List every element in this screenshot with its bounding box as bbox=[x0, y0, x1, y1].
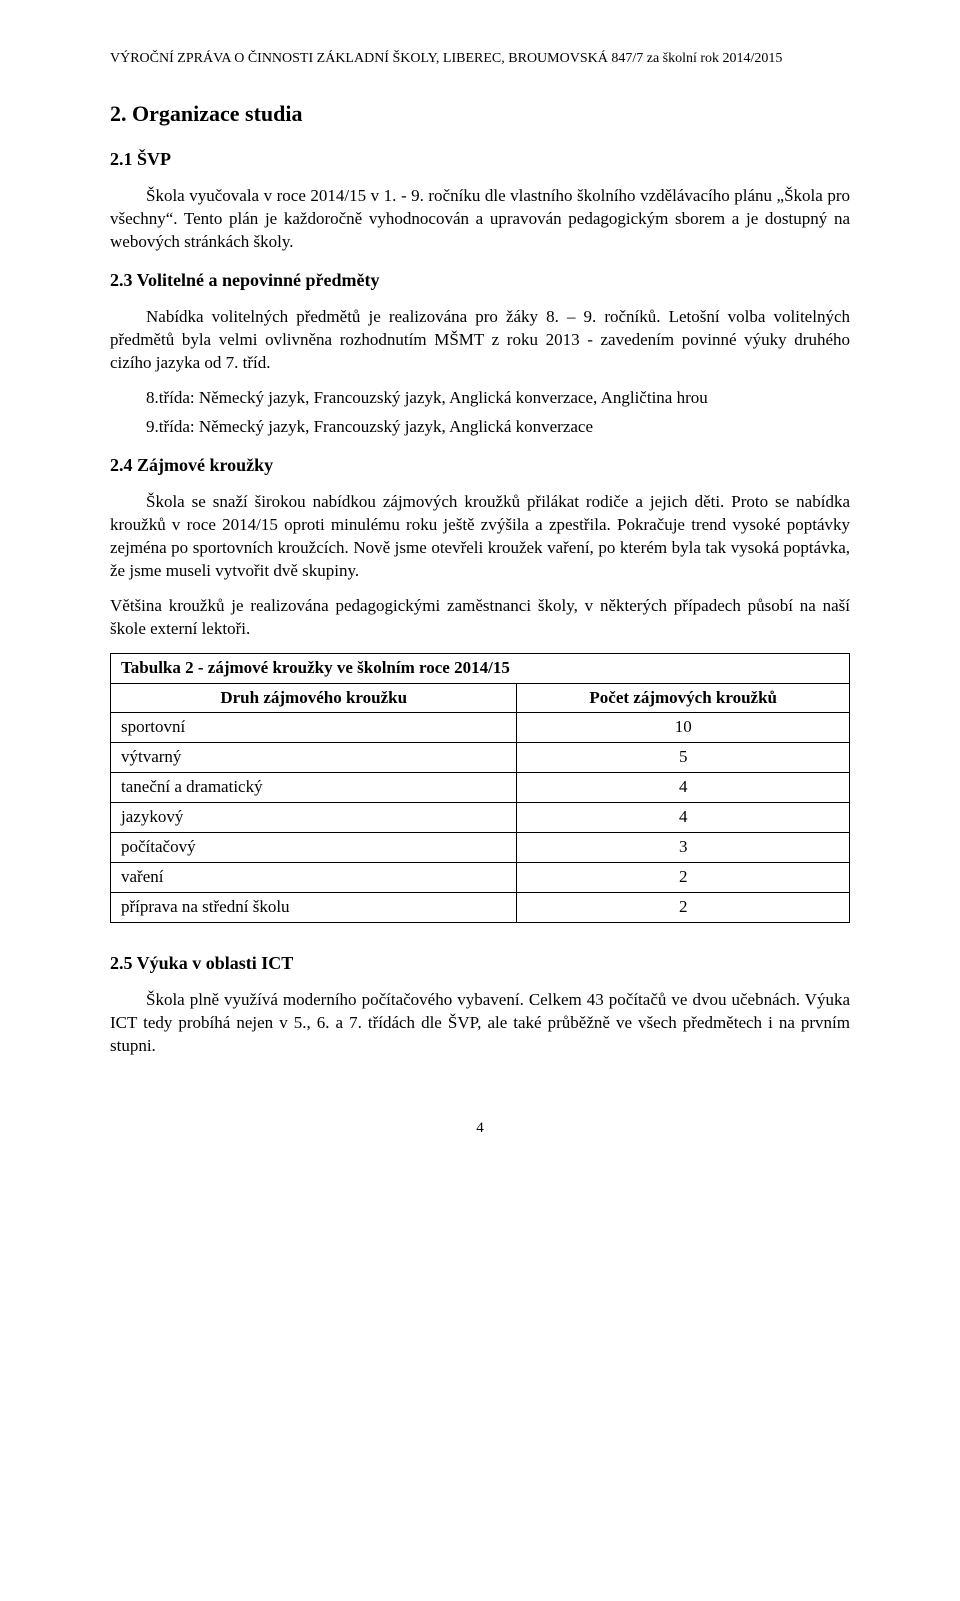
heading-section-2: 2. Organizace studia bbox=[110, 99, 850, 129]
heading-2-4: 2.4 Zájmové kroužky bbox=[110, 453, 850, 477]
heading-2-1: 2.1 ŠVP bbox=[110, 147, 850, 171]
para-2-5-1: Škola plně využívá moderního počítačovéh… bbox=[110, 989, 850, 1058]
heading-2-3: 2.3 Volitelné a nepovinné předměty bbox=[110, 268, 850, 292]
table-cell: počítačový bbox=[111, 833, 517, 863]
heading-2-5: 2.5 Výuka v oblasti ICT bbox=[110, 951, 850, 975]
table-cell: 5 bbox=[517, 743, 850, 773]
table-cell: 10 bbox=[517, 713, 850, 743]
para-2-4-2: Většina kroužků je realizována pedagogic… bbox=[110, 595, 850, 641]
table-2-krouzky: Tabulka 2 - zájmové kroužky ve školním r… bbox=[110, 653, 850, 923]
table-cell: jazykový bbox=[111, 803, 517, 833]
para-2-1-1: Škola vyučovala v roce 2014/15 v 1. - 9.… bbox=[110, 185, 850, 254]
table-row: výtvarný 5 bbox=[111, 743, 850, 773]
page-number: 4 bbox=[110, 1118, 850, 1138]
para-2-3-1: Nabídka volitelných předmětů je realizov… bbox=[110, 306, 850, 375]
table-2-caption: Tabulka 2 - zájmové kroužky ve školním r… bbox=[111, 653, 850, 683]
line-9-trida: 9.třída: Německý jazyk, Francouzský jazy… bbox=[110, 416, 850, 439]
document-page: VÝROČNÍ ZPRÁVA O ČINNOSTI ZÁKLADNÍ ŠKOLY… bbox=[0, 0, 960, 1198]
table-cell: 3 bbox=[517, 833, 850, 863]
table-row: vaření 2 bbox=[111, 863, 850, 893]
table-row: jazykový 4 bbox=[111, 803, 850, 833]
table-cell: taneční a dramatický bbox=[111, 773, 517, 803]
table-cell: příprava na střední školu bbox=[111, 893, 517, 923]
table-cell: 2 bbox=[517, 893, 850, 923]
table-cell: 4 bbox=[517, 773, 850, 803]
table-row: počítačový 3 bbox=[111, 833, 850, 863]
table-row: taneční a dramatický 4 bbox=[111, 773, 850, 803]
table-cell: 4 bbox=[517, 803, 850, 833]
running-header: VÝROČNÍ ZPRÁVA O ČINNOSTI ZÁKLADNÍ ŠKOLY… bbox=[110, 50, 850, 69]
table-row: sportovní 10 bbox=[111, 713, 850, 743]
table-2-col-1: Počet zájmových kroužků bbox=[517, 683, 850, 713]
table-cell: vaření bbox=[111, 863, 517, 893]
line-8-trida: 8.třída: Německý jazyk, Francouzský jazy… bbox=[110, 387, 850, 410]
table-cell: sportovní bbox=[111, 713, 517, 743]
table-row: příprava na střední školu 2 bbox=[111, 893, 850, 923]
table-cell: 2 bbox=[517, 863, 850, 893]
table-2-col-0: Druh zájmového kroužku bbox=[111, 683, 517, 713]
para-2-4-1: Škola se snaží širokou nabídkou zájmovýc… bbox=[110, 491, 850, 583]
table-cell: výtvarný bbox=[111, 743, 517, 773]
